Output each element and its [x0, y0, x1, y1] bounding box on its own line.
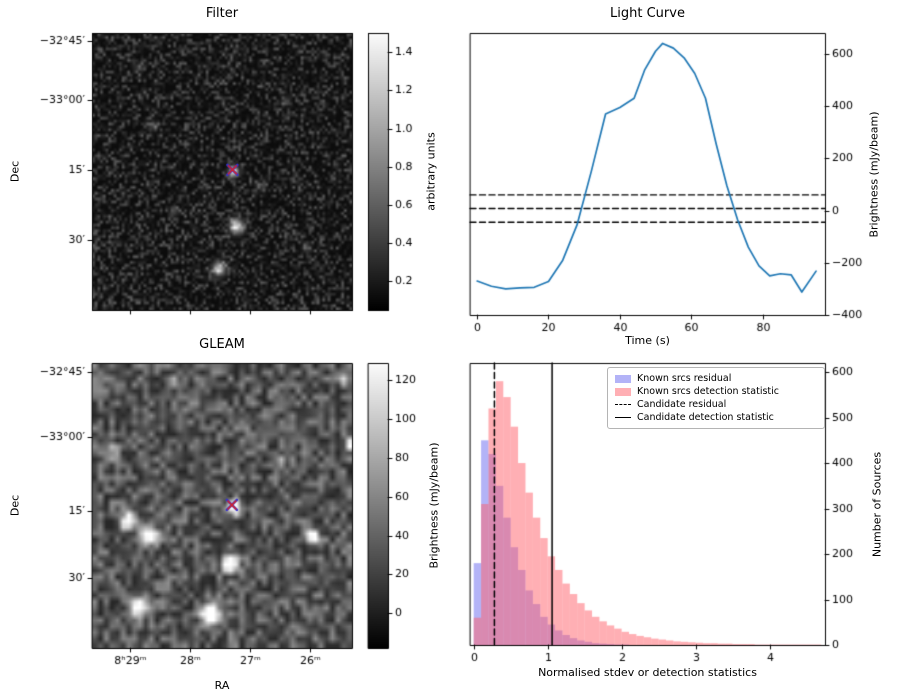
- gleam-colorbar-label: Brightness (mJy/beam): [427, 442, 441, 569]
- legend-label-known-srcs-detection: Known srcs detection statistic: [637, 386, 779, 397]
- gleam-title: GLEAM: [199, 337, 245, 352]
- filter-colorbar-label: arbitrary units: [424, 132, 438, 211]
- legend-item-known-srcs-residual: Known srcs residual: [615, 372, 817, 385]
- legend: Known srcs residual Known srcs detection…: [607, 367, 825, 429]
- hist-y-axis-label: Number of Sources: [870, 451, 884, 558]
- legend-swatch-dashed-line: [615, 404, 631, 405]
- legend-swatch-detection-patch: [615, 387, 631, 396]
- legend-label-candidate-residual: Candidate residual: [637, 399, 727, 410]
- filter-title: Filter: [205, 6, 239, 21]
- hist-x-axis-label: Normalised stdev or detection statistics: [538, 666, 757, 679]
- gleam-y-axis-label: Dec: [8, 494, 22, 517]
- legend-item-known-srcs-detection: Known srcs detection statistic: [615, 385, 817, 398]
- gleam-x-axis-label: RA: [214, 679, 230, 692]
- legend-label-known-srcs-residual: Known srcs residual: [637, 373, 732, 384]
- legend-swatch-solid-line: [615, 417, 631, 418]
- legend-item-candidate-residual: Candidate residual: [615, 398, 817, 411]
- lightcurve-title: Light Curve: [610, 6, 685, 21]
- legend-swatch-residual-patch: [615, 374, 631, 383]
- filter-y-axis-label: Dec: [8, 160, 22, 183]
- legend-item-candidate-detection: Candidate detection statistic: [615, 411, 817, 424]
- lightcurve-x-axis-label: Time (s): [625, 334, 670, 347]
- lightcurve-y-axis-label: Brightness (mJy/beam): [867, 111, 881, 238]
- legend-label-candidate-detection: Candidate detection statistic: [637, 412, 774, 423]
